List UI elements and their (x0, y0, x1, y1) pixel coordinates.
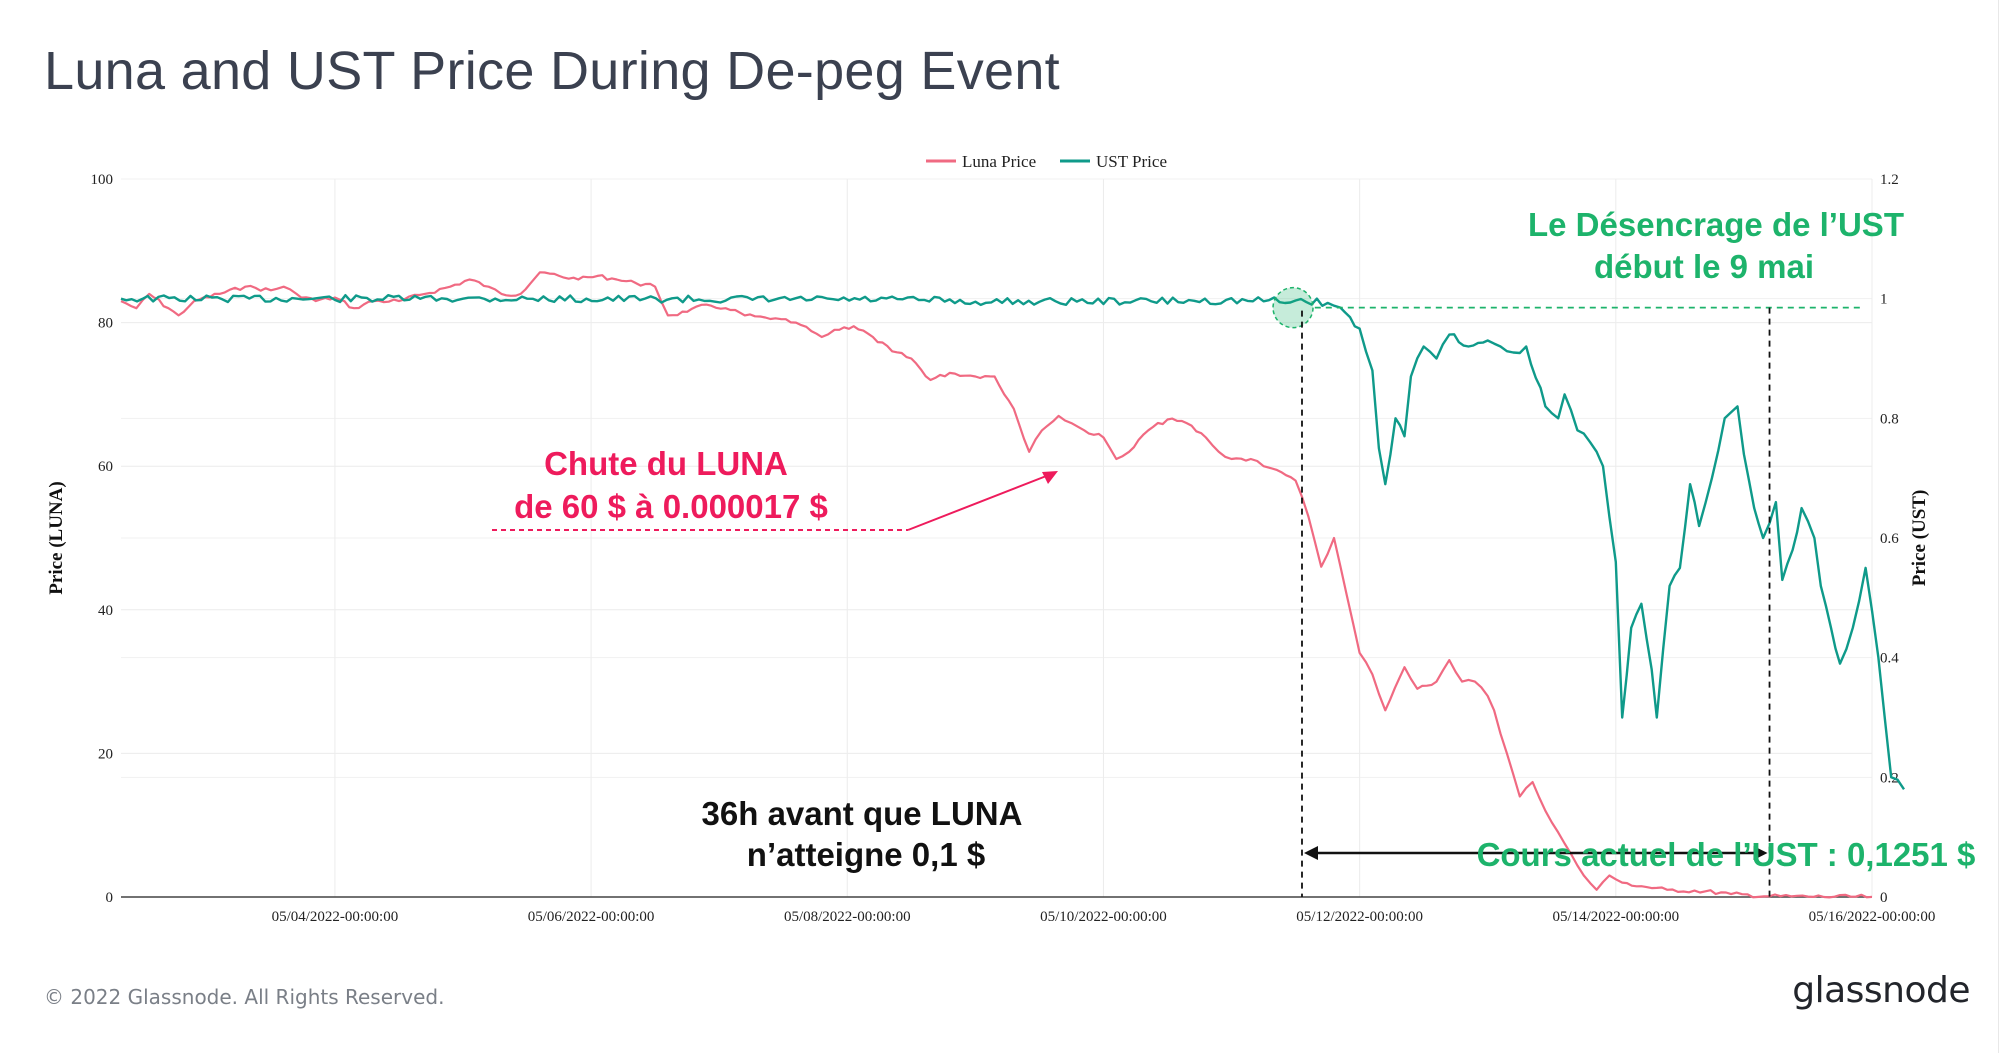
x-tick-label: 05/10/2022-00:00:00 (1040, 909, 1167, 925)
copyright-footer: © 2022 Glassnode. All Rights Reserved. (44, 985, 445, 1009)
y-right-tick-label: 0.8 (1880, 411, 1899, 427)
chart: 0 20 40 60 80 100 0 0.2 0.4 0.6 0.8 1 1.2 05/04/2022-… (46, 152, 1975, 925)
y-right-tick-label: 1.2 (1880, 172, 1899, 188)
luna-drop-label-line1: Chute du LUNA (544, 445, 788, 482)
ust-price-line (120, 294, 1905, 790)
current-ust-label: Cours actuel de l’UST : 0,1251 $ (1477, 836, 1976, 873)
y-left-tick-label: 80 (98, 316, 113, 332)
y-left-tick-label: 20 (98, 746, 113, 762)
legend: Luna Price UST Price (926, 152, 1167, 171)
x-tick-label: 05/16/2022-00:00:00 (1809, 909, 1936, 925)
grid (121, 178, 1873, 898)
legend-luna-label: Luna Price (962, 152, 1036, 171)
depeg-highlight-marker (1272, 286, 1314, 329)
y-right-tick-label: 0.6 (1880, 531, 1899, 547)
luna-drop-label-line2: de 60 $ à 0.000017 $ (514, 488, 828, 525)
x-tick-label: 05/04/2022-00:00:00 (272, 909, 399, 925)
y-left-axis-title: Price (LUNA) (46, 481, 67, 594)
y-right-tick-label: 0.2 (1880, 770, 1899, 786)
legend-ust-label: UST Price (1096, 152, 1167, 171)
y-right-tick-label: 1 (1880, 292, 1888, 308)
axes: 0 20 40 60 80 100 0 0.2 0.4 0.6 0.8 1 1.2 05/04/2022-… (46, 172, 1935, 925)
window-label-line1: 36h avant que LUNA (702, 795, 1023, 832)
annotations: Chute du LUNA de 60 $ à 0.000017 $ Le Dése… (492, 206, 1975, 897)
y-right-axis-title: Price (UST) (1909, 490, 1930, 587)
x-tick-label: 05/14/2022-00:00:00 (1552, 909, 1679, 925)
y-right-tick-label: 0 (1880, 890, 1888, 906)
y-left-tick-label: 40 (98, 603, 113, 619)
luna-drop-pointer (907, 472, 1055, 531)
page-title: Luna and UST Price During De-peg Event (44, 41, 1060, 101)
y-left-tick-label: 100 (91, 172, 114, 188)
x-tick-label: 05/12/2022-00:00:00 (1296, 909, 1423, 925)
window-label-line2: n’atteigne 0,1 $ (747, 836, 985, 873)
luna-drop-pointer-head (1042, 471, 1058, 484)
x-tick-label: 05/06/2022-00:00:00 (528, 909, 655, 925)
window-arrow-right-head (1753, 846, 1768, 860)
y-left-tick-label: 60 (98, 459, 113, 475)
glassnode-logo[interactable]: glassnode (1792, 970, 1970, 1011)
x-tick-label: 05/08/2022-00:00:00 (784, 909, 911, 925)
ust-depeg-label-line1: Le Désencrage de l’UST (1528, 206, 1904, 243)
ust-depeg-label-line2: début le 9 mai (1594, 248, 1814, 285)
y-left-tick-label: 0 (106, 890, 114, 906)
window-arrow-left-head (1303, 846, 1318, 860)
y-right-tick-label: 0.4 (1880, 651, 1899, 667)
